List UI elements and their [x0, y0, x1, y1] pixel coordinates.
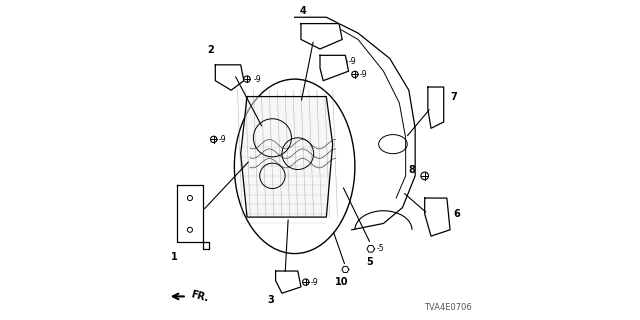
Text: TVA4E0706: TVA4E0706: [424, 303, 472, 312]
Text: 6: 6: [453, 209, 460, 219]
Text: FR.: FR.: [190, 289, 210, 304]
Text: 7: 7: [450, 92, 457, 101]
Polygon shape: [425, 198, 450, 236]
Polygon shape: [301, 24, 342, 49]
Polygon shape: [215, 65, 244, 90]
Polygon shape: [428, 87, 444, 128]
Polygon shape: [241, 97, 333, 217]
Text: -9: -9: [310, 278, 318, 287]
Text: -9: -9: [218, 135, 226, 144]
Text: 5: 5: [367, 257, 374, 267]
Text: -9: -9: [360, 70, 367, 79]
Polygon shape: [320, 55, 349, 81]
Text: -9: -9: [349, 57, 356, 66]
Text: 4: 4: [299, 6, 306, 16]
Polygon shape: [367, 245, 374, 252]
Polygon shape: [342, 267, 349, 272]
Text: -9: -9: [253, 75, 261, 84]
Text: 10: 10: [335, 277, 348, 287]
Text: 1: 1: [171, 252, 177, 262]
Polygon shape: [276, 271, 301, 293]
Text: 2: 2: [207, 45, 214, 55]
Text: -5: -5: [377, 244, 385, 253]
Text: 3: 3: [268, 295, 274, 305]
Polygon shape: [177, 185, 209, 249]
Text: 8: 8: [408, 164, 415, 174]
